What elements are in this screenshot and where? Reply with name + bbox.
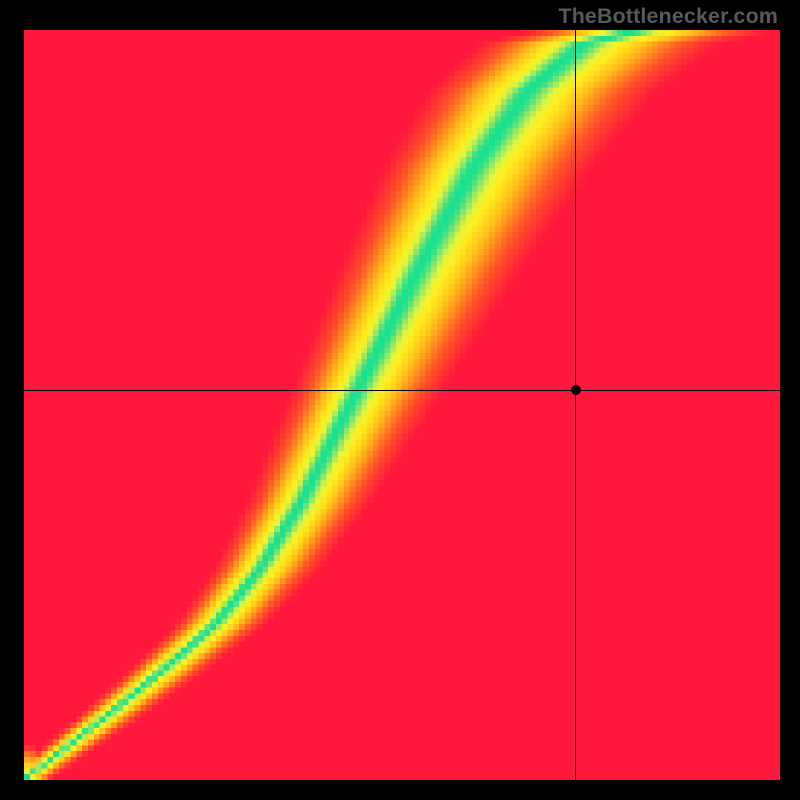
- marker-dot: [571, 385, 581, 395]
- chart-container: TheBottlenecker.com: [0, 0, 800, 800]
- crosshair-horizontal: [24, 390, 780, 391]
- crosshair-vertical: [575, 30, 576, 780]
- watermark-text: TheBottlenecker.com: [558, 4, 778, 29]
- bottleneck-heatmap: [24, 30, 780, 780]
